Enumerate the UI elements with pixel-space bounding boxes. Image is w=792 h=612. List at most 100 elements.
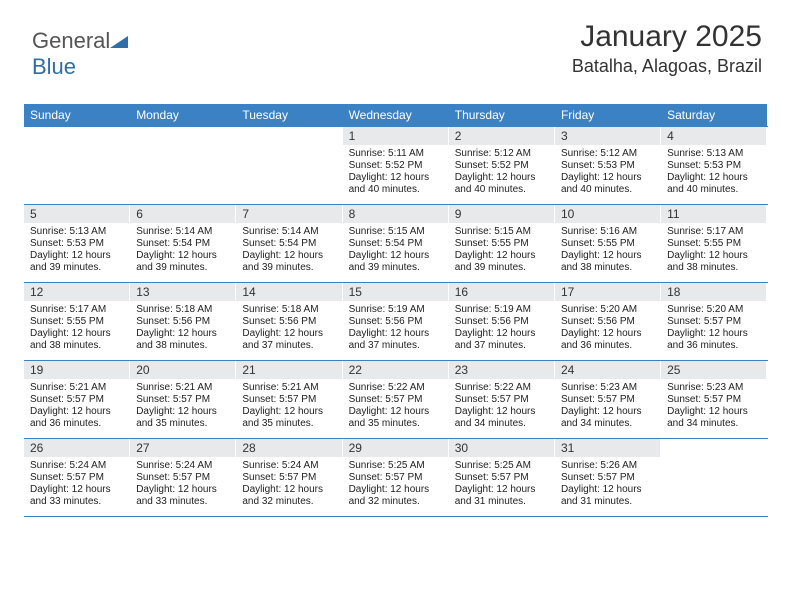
page-title: January 2025 <box>572 20 762 54</box>
day-number: 1 <box>343 127 448 145</box>
day-info: Sunrise: 5:16 AMSunset: 5:55 PMDaylight:… <box>555 223 660 282</box>
sunrise-text: Sunrise: 5:16 AM <box>561 226 654 238</box>
day-info: Sunrise: 5:15 AMSunset: 5:55 PMDaylight:… <box>449 223 554 282</box>
day-info: Sunrise: 5:18 AMSunset: 5:56 PMDaylight:… <box>236 301 341 360</box>
sunrise-text: Sunrise: 5:25 AM <box>349 460 442 472</box>
sunset-text: Sunset: 5:56 PM <box>561 316 654 328</box>
day-cell: 26Sunrise: 5:24 AMSunset: 5:57 PMDayligh… <box>24 439 130 516</box>
sunrise-text: Sunrise: 5:19 AM <box>349 304 442 316</box>
day-cell: 19Sunrise: 5:21 AMSunset: 5:57 PMDayligh… <box>24 361 130 438</box>
sunset-text: Sunset: 5:57 PM <box>561 394 654 406</box>
sunset-text: Sunset: 5:56 PM <box>242 316 335 328</box>
day-info: Sunrise: 5:17 AMSunset: 5:55 PMDaylight:… <box>661 223 766 282</box>
daylight-text: Daylight: 12 hours and 36 minutes. <box>561 328 654 352</box>
day-number: 23 <box>449 361 554 379</box>
daylight-text: Daylight: 12 hours and 35 minutes. <box>242 406 335 430</box>
day-header: Friday <box>555 104 661 126</box>
day-cell: 31Sunrise: 5:26 AMSunset: 5:57 PMDayligh… <box>555 439 661 516</box>
daylight-text: Daylight: 12 hours and 39 minutes. <box>136 250 229 274</box>
daylight-text: Daylight: 12 hours and 32 minutes. <box>242 484 335 508</box>
sunrise-text: Sunrise: 5:21 AM <box>242 382 335 394</box>
daylight-text: Daylight: 12 hours and 34 minutes. <box>561 406 654 430</box>
daylight-text: Daylight: 12 hours and 38 minutes. <box>561 250 654 274</box>
day-header: Saturday <box>661 104 767 126</box>
sunset-text: Sunset: 5:54 PM <box>136 238 229 250</box>
sunset-text: Sunset: 5:57 PM <box>136 394 229 406</box>
day-cell: 16Sunrise: 5:19 AMSunset: 5:56 PMDayligh… <box>449 283 555 360</box>
day-info: Sunrise: 5:14 AMSunset: 5:54 PMDaylight:… <box>130 223 235 282</box>
day-cell <box>236 127 342 204</box>
day-header: Tuesday <box>236 104 342 126</box>
sunrise-text: Sunrise: 5:24 AM <box>242 460 335 472</box>
day-number: 6 <box>130 205 235 223</box>
sunrise-text: Sunrise: 5:22 AM <box>349 382 442 394</box>
daylight-text: Daylight: 12 hours and 36 minutes. <box>667 328 760 352</box>
sunset-text: Sunset: 5:53 PM <box>667 160 760 172</box>
daylight-text: Daylight: 12 hours and 31 minutes. <box>561 484 654 508</box>
day-info: Sunrise: 5:26 AMSunset: 5:57 PMDaylight:… <box>555 457 660 516</box>
day-info: Sunrise: 5:20 AMSunset: 5:56 PMDaylight:… <box>555 301 660 360</box>
day-cell: 23Sunrise: 5:22 AMSunset: 5:57 PMDayligh… <box>449 361 555 438</box>
sunset-text: Sunset: 5:57 PM <box>667 394 760 406</box>
day-number: 29 <box>343 439 448 457</box>
daylight-text: Daylight: 12 hours and 40 minutes. <box>561 172 654 196</box>
logo-text-1: General <box>32 28 110 53</box>
day-cell: 30Sunrise: 5:25 AMSunset: 5:57 PMDayligh… <box>449 439 555 516</box>
week-row: 26Sunrise: 5:24 AMSunset: 5:57 PMDayligh… <box>24 438 768 517</box>
sunset-text: Sunset: 5:56 PM <box>455 316 548 328</box>
day-cell <box>24 127 130 204</box>
daylight-text: Daylight: 12 hours and 34 minutes. <box>455 406 548 430</box>
day-cell: 13Sunrise: 5:18 AMSunset: 5:56 PMDayligh… <box>130 283 236 360</box>
calendar-grid: Sunday Monday Tuesday Wednesday Thursday… <box>24 104 768 517</box>
daylight-text: Daylight: 12 hours and 38 minutes. <box>136 328 229 352</box>
day-number: 21 <box>236 361 341 379</box>
day-number: 10 <box>555 205 660 223</box>
sunrise-text: Sunrise: 5:14 AM <box>242 226 335 238</box>
sunrise-text: Sunrise: 5:13 AM <box>667 148 760 160</box>
day-cell: 21Sunrise: 5:21 AMSunset: 5:57 PMDayligh… <box>236 361 342 438</box>
sunset-text: Sunset: 5:55 PM <box>455 238 548 250</box>
day-number: 24 <box>555 361 660 379</box>
sunset-text: Sunset: 5:57 PM <box>667 316 760 328</box>
day-number: 22 <box>343 361 448 379</box>
sunrise-text: Sunrise: 5:25 AM <box>455 460 548 472</box>
daylight-text: Daylight: 12 hours and 39 minutes. <box>349 250 442 274</box>
day-number: 28 <box>236 439 341 457</box>
day-header-row: Sunday Monday Tuesday Wednesday Thursday… <box>24 104 768 126</box>
day-info: Sunrise: 5:18 AMSunset: 5:56 PMDaylight:… <box>130 301 235 360</box>
day-cell: 17Sunrise: 5:20 AMSunset: 5:56 PMDayligh… <box>555 283 661 360</box>
day-number: 2 <box>449 127 554 145</box>
daylight-text: Daylight: 12 hours and 38 minutes. <box>667 250 760 274</box>
day-number: 18 <box>661 283 766 301</box>
sunrise-text: Sunrise: 5:13 AM <box>30 226 123 238</box>
logo: General Blue <box>32 28 132 80</box>
day-cell: 7Sunrise: 5:14 AMSunset: 5:54 PMDaylight… <box>236 205 342 282</box>
day-cell <box>130 127 236 204</box>
day-cell: 1Sunrise: 5:11 AMSunset: 5:52 PMDaylight… <box>343 127 449 204</box>
day-info: Sunrise: 5:21 AMSunset: 5:57 PMDaylight:… <box>236 379 341 438</box>
day-cell: 4Sunrise: 5:13 AMSunset: 5:53 PMDaylight… <box>661 127 767 204</box>
day-number: 3 <box>555 127 660 145</box>
daylight-text: Daylight: 12 hours and 39 minutes. <box>30 250 123 274</box>
sunset-text: Sunset: 5:53 PM <box>561 160 654 172</box>
sunrise-text: Sunrise: 5:24 AM <box>136 460 229 472</box>
day-header: Sunday <box>24 104 130 126</box>
sunset-text: Sunset: 5:57 PM <box>30 472 123 484</box>
day-number: 11 <box>661 205 766 223</box>
day-number: 4 <box>661 127 766 145</box>
day-info: Sunrise: 5:11 AMSunset: 5:52 PMDaylight:… <box>343 145 448 204</box>
day-header: Monday <box>130 104 236 126</box>
day-cell: 28Sunrise: 5:24 AMSunset: 5:57 PMDayligh… <box>236 439 342 516</box>
day-cell: 5Sunrise: 5:13 AMSunset: 5:53 PMDaylight… <box>24 205 130 282</box>
day-cell: 2Sunrise: 5:12 AMSunset: 5:52 PMDaylight… <box>449 127 555 204</box>
day-cell: 25Sunrise: 5:23 AMSunset: 5:57 PMDayligh… <box>661 361 767 438</box>
daylight-text: Daylight: 12 hours and 37 minutes. <box>242 328 335 352</box>
week-row: 5Sunrise: 5:13 AMSunset: 5:53 PMDaylight… <box>24 204 768 282</box>
day-info: Sunrise: 5:19 AMSunset: 5:56 PMDaylight:… <box>343 301 448 360</box>
sunset-text: Sunset: 5:55 PM <box>561 238 654 250</box>
sunrise-text: Sunrise: 5:18 AM <box>136 304 229 316</box>
day-info: Sunrise: 5:22 AMSunset: 5:57 PMDaylight:… <box>343 379 448 438</box>
day-header: Thursday <box>449 104 555 126</box>
sunset-text: Sunset: 5:53 PM <box>30 238 123 250</box>
sunset-text: Sunset: 5:57 PM <box>455 394 548 406</box>
